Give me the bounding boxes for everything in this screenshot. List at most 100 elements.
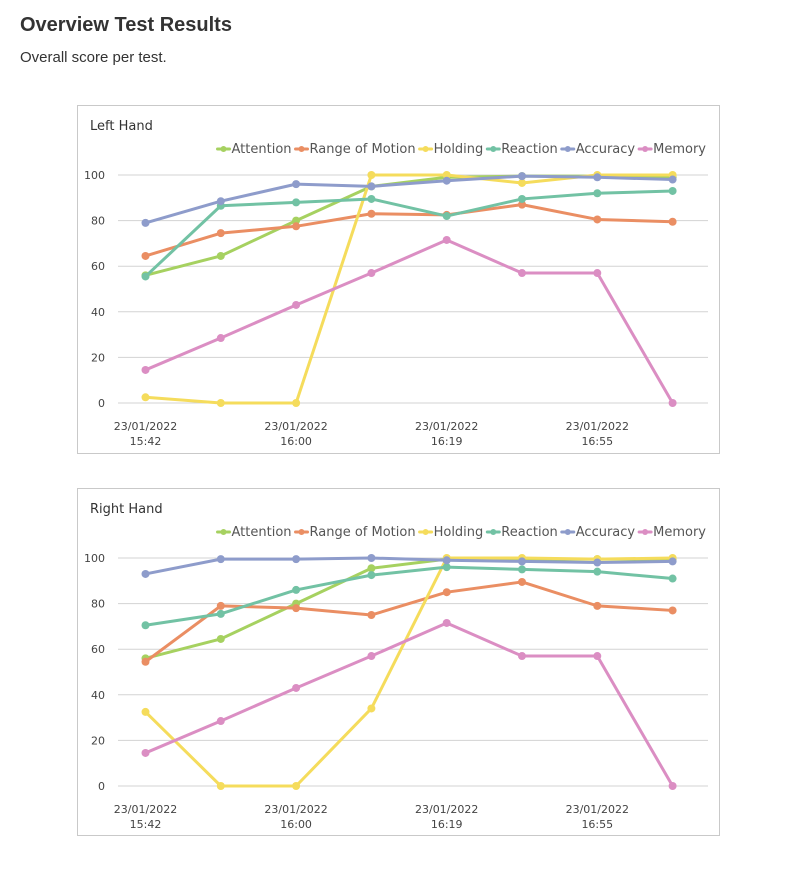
data-point-accuracy xyxy=(442,176,451,185)
y-tick-label: 80 xyxy=(91,598,105,611)
data-point-reaction xyxy=(668,574,677,583)
data-point-reaction xyxy=(593,567,602,576)
data-point-reaction xyxy=(141,621,150,630)
x-tick-label: 23/01/2022 16:00 xyxy=(264,803,327,831)
x-tick-label-date: 23/01/2022 xyxy=(264,803,327,816)
legend-item-reaction: Reaction xyxy=(485,525,558,540)
data-point-memory xyxy=(141,365,150,374)
legend-label: Attention xyxy=(232,525,292,540)
data-point-range-of-motion xyxy=(216,601,225,610)
y-tick-label: 60 xyxy=(91,643,105,656)
page-title: Overview Test Results xyxy=(20,14,232,36)
y-tick-label: 100 xyxy=(84,552,105,565)
data-point-reaction xyxy=(593,189,602,198)
data-point-holding xyxy=(292,399,301,407)
data-point-range-of-motion xyxy=(292,604,301,613)
legend-item-holding: Holding xyxy=(418,142,483,157)
legend-label: Holding xyxy=(434,525,484,540)
y-tick-label: 80 xyxy=(91,215,105,228)
legend-label: Reaction xyxy=(501,525,557,540)
data-point-range-of-motion xyxy=(668,217,677,226)
chart-title: Left Hand xyxy=(90,119,153,134)
data-point-range-of-motion xyxy=(518,200,526,209)
data-point-reaction xyxy=(668,186,677,195)
series-line-attention xyxy=(144,557,675,660)
legend-item-attention: Attention xyxy=(216,142,292,157)
data-point-holding xyxy=(141,393,150,402)
data-point-holding xyxy=(518,178,526,187)
data-point-range-of-motion xyxy=(593,215,602,224)
legend-swatch-dot xyxy=(490,146,497,152)
legend-swatch-dot xyxy=(642,146,649,152)
data-point-memory xyxy=(518,652,526,661)
x-tick-label: 23/01/2022 16:55 xyxy=(566,803,629,831)
data-point-reaction xyxy=(367,571,376,580)
legend-label: Memory xyxy=(653,525,706,540)
series-line-range-of-motion xyxy=(144,203,675,258)
data-point-range-of-motion xyxy=(292,222,301,231)
data-point-holding xyxy=(141,707,150,716)
series-line-reaction xyxy=(144,189,675,278)
data-point-memory xyxy=(292,683,301,692)
data-point-memory xyxy=(216,717,225,726)
legend-label: Range of Motion xyxy=(310,525,416,540)
data-point-attention xyxy=(367,564,376,573)
data-point-memory xyxy=(442,235,451,244)
legend-swatch-dot xyxy=(298,529,305,535)
x-tick-label-date: 23/01/2022 xyxy=(264,420,327,433)
data-point-reaction xyxy=(292,198,301,207)
data-point-holding xyxy=(442,171,451,179)
data-point-reaction xyxy=(518,565,526,574)
series-line-memory xyxy=(144,238,675,405)
legend-label: Memory xyxy=(653,142,706,157)
y-tick-label: 100 xyxy=(84,169,105,182)
series-line-memory xyxy=(144,621,675,788)
data-point-range-of-motion xyxy=(593,601,602,610)
x-tick-label-date: 23/01/2022 xyxy=(415,420,478,433)
legend-item-memory: Memory xyxy=(637,142,706,157)
data-point-memory xyxy=(292,300,301,309)
data-point-accuracy xyxy=(216,197,225,206)
data-point-accuracy xyxy=(216,555,225,564)
data-point-accuracy xyxy=(518,172,526,181)
y-tick-label: 60 xyxy=(91,260,105,273)
legend-swatch-dot xyxy=(642,529,649,535)
legend-label: Reaction xyxy=(501,142,557,157)
series-line-attention xyxy=(144,174,675,277)
x-tick-label-time: 16:19 xyxy=(431,818,463,831)
series-line-range-of-motion xyxy=(144,580,675,664)
data-point-accuracy xyxy=(668,557,677,566)
legend-item-accuracy: Accuracy xyxy=(560,142,635,157)
y-tick-label: 40 xyxy=(91,689,105,702)
x-tick-label-time: 16:55 xyxy=(581,818,613,831)
series-line-accuracy xyxy=(144,174,675,225)
data-point-accuracy xyxy=(292,555,301,564)
legend-swatch-dot xyxy=(422,146,429,152)
y-tick-label: 20 xyxy=(91,351,105,364)
x-tick-label: 23/01/2022 15:42 xyxy=(114,420,177,448)
left-hand-chart-panel: Left Hand 0 20 40 60 80 100 23/01/2022 15:42 23/0… xyxy=(77,105,720,454)
data-point-range-of-motion xyxy=(367,209,376,218)
data-point-range-of-motion xyxy=(518,577,526,586)
x-tick-label: 23/01/2022 16:19 xyxy=(415,420,478,448)
data-point-reaction xyxy=(367,194,376,203)
data-point-memory xyxy=(367,269,376,278)
data-point-range-of-motion xyxy=(141,251,150,260)
legend-item-reaction: Reaction xyxy=(485,142,558,157)
data-point-attention xyxy=(216,634,225,643)
legend-swatch-dot xyxy=(490,529,497,535)
data-point-accuracy xyxy=(141,218,150,227)
data-point-accuracy xyxy=(518,557,526,566)
data-point-memory xyxy=(216,334,225,343)
legend-item-range-of-motion: Range of Motion xyxy=(294,142,416,157)
x-tick-label: 23/01/2022 16:00 xyxy=(264,420,327,448)
data-point-accuracy xyxy=(367,182,376,191)
x-tick-label: 23/01/2022 15:42 xyxy=(114,803,177,831)
data-point-holding xyxy=(216,782,225,790)
legend-label: Range of Motion xyxy=(310,142,416,157)
data-point-attention xyxy=(292,216,301,225)
x-tick-label: 23/01/2022 16:55 xyxy=(566,420,629,448)
x-tick-label-date: 23/01/2022 xyxy=(415,803,478,816)
x-tick-label-time: 16:55 xyxy=(581,435,613,448)
